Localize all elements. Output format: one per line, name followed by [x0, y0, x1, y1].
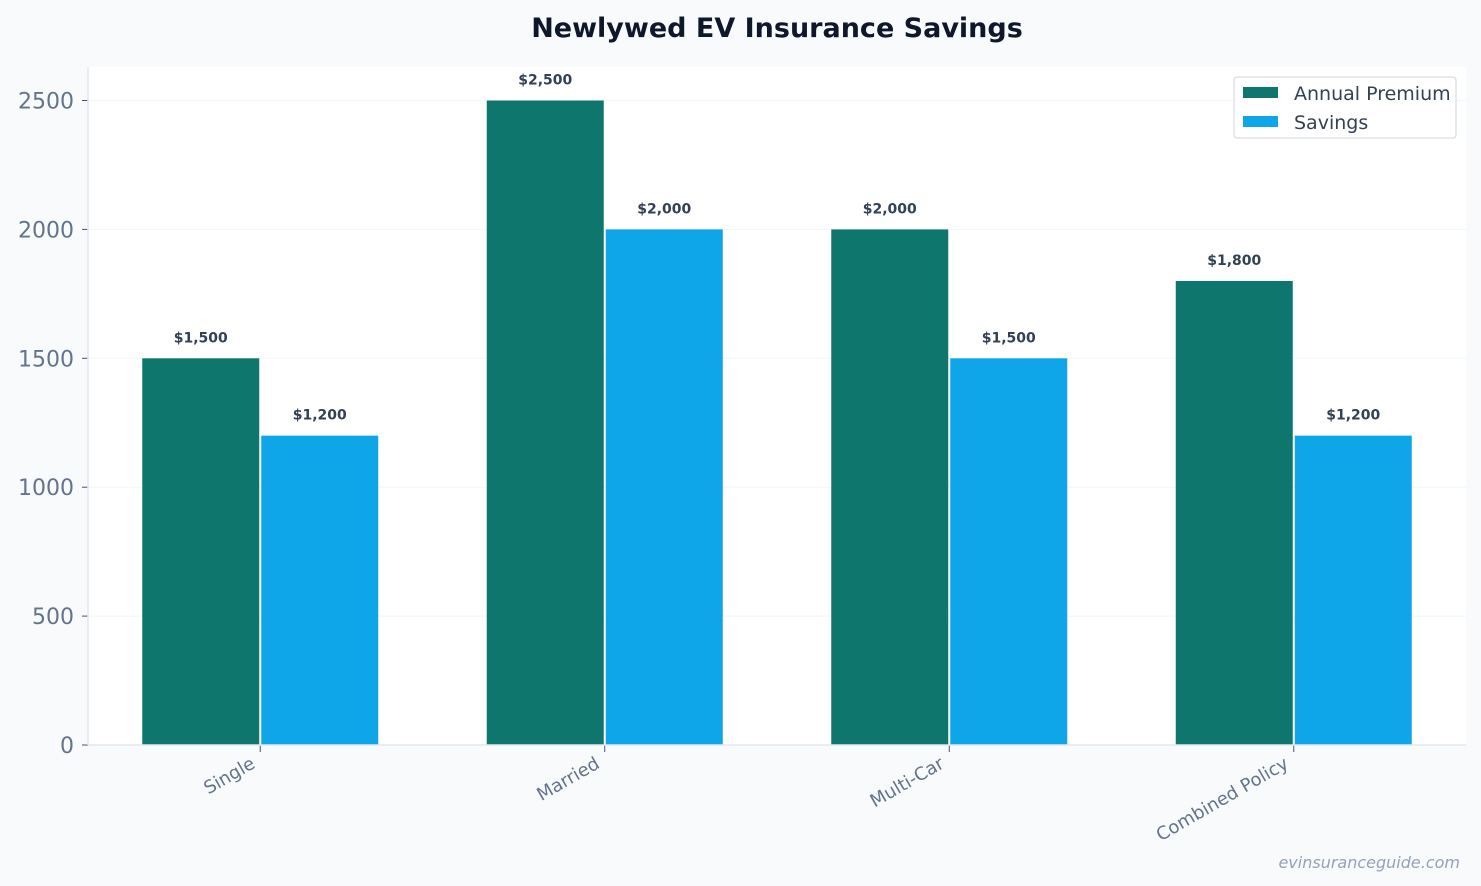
legend: Annual Premium Savings [1233, 76, 1457, 139]
x-tick-label: Combined Policy [1153, 753, 1293, 846]
x-tick-label: Single [200, 753, 258, 799]
bar-annual-premium [486, 100, 604, 745]
data-label: $2,500 [518, 73, 572, 89]
chart-title: Newlywed EV Insurance Savings [531, 13, 1023, 44]
y-tick-label: 0 [60, 734, 74, 759]
bar-annual-premium [831, 229, 949, 745]
legend-label: Annual Premium [1294, 83, 1451, 105]
x-tick-label: Married [533, 753, 603, 805]
legend-label: Savings [1294, 112, 1368, 134]
data-label: $2,000 [637, 201, 691, 217]
watermark: evinsuranceguide.com [1278, 853, 1460, 872]
data-label: $1,500 [982, 330, 1036, 346]
y-tick-label: 1000 [18, 476, 74, 501]
data-label: $1,800 [1207, 253, 1261, 269]
data-label: $1,200 [293, 408, 347, 424]
y-tick-label: 2500 [18, 90, 74, 115]
legend-box [1233, 76, 1457, 139]
bar-savings [261, 435, 379, 745]
legend-swatch [1243, 87, 1278, 98]
y-tick-label: 2000 [18, 218, 74, 243]
bar-savings [950, 358, 1068, 745]
bar-savings [1294, 435, 1412, 745]
x-tick-label: Multi-Car [867, 753, 949, 812]
bar-annual-premium [1175, 280, 1293, 745]
data-label: $1,200 [1326, 408, 1380, 424]
y-tick-label: 500 [32, 605, 74, 630]
bar-annual-premium [142, 358, 260, 745]
legend-swatch [1243, 116, 1278, 127]
bar-savings [605, 229, 723, 745]
y-tick-label: 1500 [18, 347, 74, 372]
data-label: $2,000 [863, 201, 917, 217]
data-label: $1,500 [174, 330, 228, 346]
